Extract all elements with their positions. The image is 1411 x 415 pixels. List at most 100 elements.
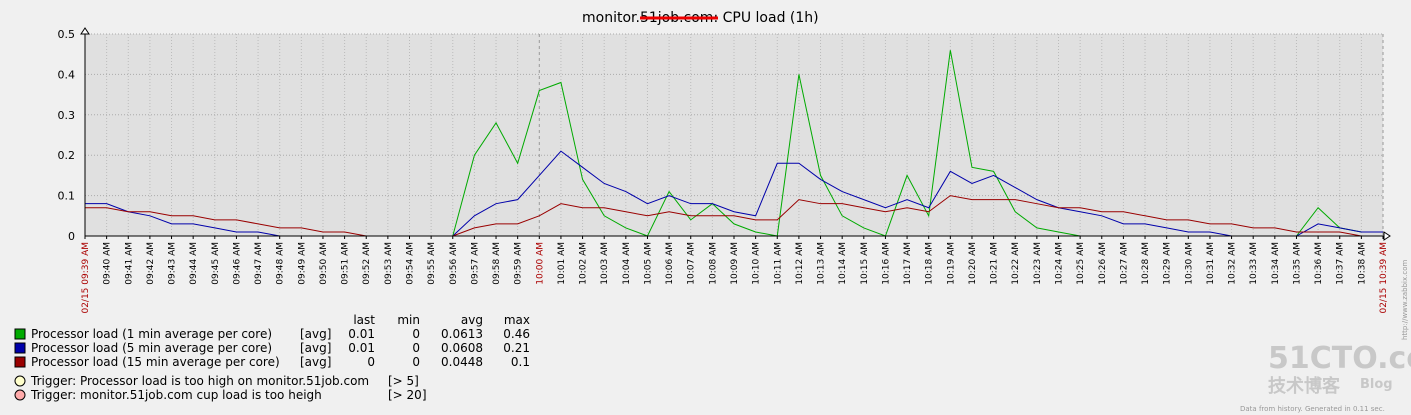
x-tick-label: 10:33 AM (1249, 242, 1259, 285)
y-tick-label: 0.3 (58, 109, 76, 122)
y-tick-label: 0.1 (58, 190, 76, 203)
x-tick-label: 10:20 AM (968, 242, 978, 285)
x-tick-label: 10:22 AM (1011, 242, 1021, 285)
trigger-condition: [> 20] (388, 388, 427, 402)
x-tick-label: 10:12 AM (795, 242, 805, 285)
legend-column-header: max (504, 313, 530, 327)
legend-stat: 0.0448 (441, 355, 483, 369)
legend-swatch (14, 328, 26, 340)
x-tick-label: 09:45 AM (211, 242, 221, 285)
x-tick-label: 09:58 AM (492, 242, 502, 285)
x-tick-label: 10:06 AM (665, 242, 675, 285)
x-tick-label: 10:14 AM (838, 242, 848, 285)
x-tick-label: 10:17 AM (903, 242, 913, 285)
x-tick-label: 09:51 AM (341, 242, 351, 285)
legend-stat: 0.0613 (441, 327, 483, 341)
x-tick-label: 10:01 AM (557, 242, 567, 285)
legend-function: [avg] (300, 355, 331, 369)
x-axis-arrow (1383, 231, 1391, 241)
x-tick-label: 09:53 AM (384, 242, 394, 285)
x-tick-label: 10:16 AM (881, 242, 891, 285)
x-tick-label: 09:47 AM (254, 242, 264, 285)
y-tick-label: 0.4 (58, 68, 76, 81)
legend-stat: 0.01 (348, 341, 375, 355)
x-tick-label: 09:50 AM (319, 242, 329, 285)
trigger-label: Trigger: Processor load is too high on m… (30, 374, 369, 388)
legend-stat: 0.21 (503, 341, 530, 355)
side-text: http://www.zabbix.com (1401, 260, 1409, 340)
x-tick-label: 10:03 AM (600, 242, 610, 285)
legend-stat: 0.0608 (441, 341, 483, 355)
x-tick-label: 09:55 AM (427, 242, 437, 285)
x-tick-label: 10:04 AM (622, 242, 632, 285)
x-tick-label: 10:28 AM (1141, 242, 1151, 285)
y-tick-label: 0.5 (58, 28, 76, 41)
x-tick-label: 10:32 AM (1228, 242, 1238, 285)
x-tick-label: 10:23 AM (1033, 242, 1043, 285)
x-tick-label: 09:41 AM (124, 242, 134, 285)
legend-stat: 0 (412, 355, 420, 369)
legend-stat: 0 (412, 341, 420, 355)
watermark-blog: Blog (1360, 377, 1393, 392)
trigger-marker (14, 389, 26, 401)
x-tick-label: 09:59 AM (514, 242, 524, 285)
x-tick-label: 10:24 AM (1055, 242, 1065, 285)
x-tick-label: 10:34 AM (1271, 242, 1281, 285)
x-tick-label: 09:49 AM (297, 242, 307, 285)
x-tick-label: 10:37 AM (1336, 242, 1346, 285)
legend-swatch (14, 356, 26, 368)
legend-stat: 0.1 (511, 355, 530, 369)
x-tick-label: 10:35 AM (1292, 242, 1302, 285)
x-tick-label: 10:13 AM (817, 242, 827, 285)
y-axis-arrow (80, 27, 90, 35)
legend-label: Processor load (5 min average per core) (31, 341, 272, 355)
watermark-logo: 51CTO.com (1268, 341, 1411, 376)
x-tick-label: 10:31 AM (1206, 242, 1216, 285)
x-tick-label: 09:57 AM (470, 242, 480, 285)
x-tick-label: 10:25 AM (1076, 242, 1086, 285)
x-tick-label: 10:26 AM (1098, 242, 1108, 285)
x-tick-label: 10:21 AM (990, 242, 1000, 285)
x-tick-label: 09:52 AM (362, 242, 372, 285)
x-tick-label: 10:05 AM (643, 242, 653, 285)
x-tick-label: 02/15 09:39 AM (81, 242, 91, 314)
legend-column-header: min (397, 313, 420, 327)
legend-label: Processor load (15 min average per core) (31, 355, 280, 369)
footer: Data from history. Generated in 0.11 sec… (1240, 405, 1385, 413)
x-tick-label: 10:15 AM (860, 242, 870, 285)
legend-function: [avg] (300, 327, 331, 341)
x-tick-label: 10:30 AM (1184, 242, 1194, 285)
legend-stat: 0.01 (348, 327, 375, 341)
trigger-marker (14, 375, 26, 387)
x-tick-label: 10:00 AM (535, 242, 545, 285)
x-tick-label: 10:27 AM (1119, 242, 1129, 285)
x-tick-label: 02/15 10:39 AM (1379, 242, 1389, 314)
x-tick-label: 09:46 AM (232, 242, 242, 285)
x-tick-label: 10:09 AM (730, 242, 740, 285)
trigger-condition: [> 5] (388, 374, 419, 388)
x-tick-label: 09:44 AM (189, 242, 199, 285)
legend-label: Processor load (1 min average per core) (31, 327, 272, 341)
x-tick-label: 10:07 AM (687, 242, 697, 285)
x-tick-label: 10:02 AM (579, 242, 589, 285)
x-tick-label: 10:08 AM (708, 242, 718, 285)
x-tick-label: 09:42 AM (146, 242, 156, 285)
legend-stat: 0.46 (503, 327, 530, 341)
x-tick-label: 10:18 AM (925, 242, 935, 285)
x-tick-label: 10:10 AM (752, 242, 762, 285)
trigger-label: Trigger: monitor.51job.com cup load is t… (30, 388, 322, 402)
x-tick-label: 09:40 AM (103, 242, 113, 285)
legend-column-header: last (353, 313, 375, 327)
legend-stat: 0 (367, 355, 375, 369)
y-tick-label: 0 (68, 230, 75, 243)
y-tick-label: 0.2 (58, 149, 76, 162)
x-tick-label: 10:11 AM (773, 242, 783, 285)
x-tick-label: 10:29 AM (1163, 242, 1173, 285)
grid (84, 33, 1384, 237)
x-tick-label: 09:56 AM (449, 242, 459, 285)
x-tick-label: 10:19 AM (946, 242, 956, 285)
legend-stat: 0 (412, 327, 420, 341)
x-tick-label: 10:36 AM (1314, 242, 1324, 285)
x-tick-label: 09:43 AM (168, 242, 178, 285)
